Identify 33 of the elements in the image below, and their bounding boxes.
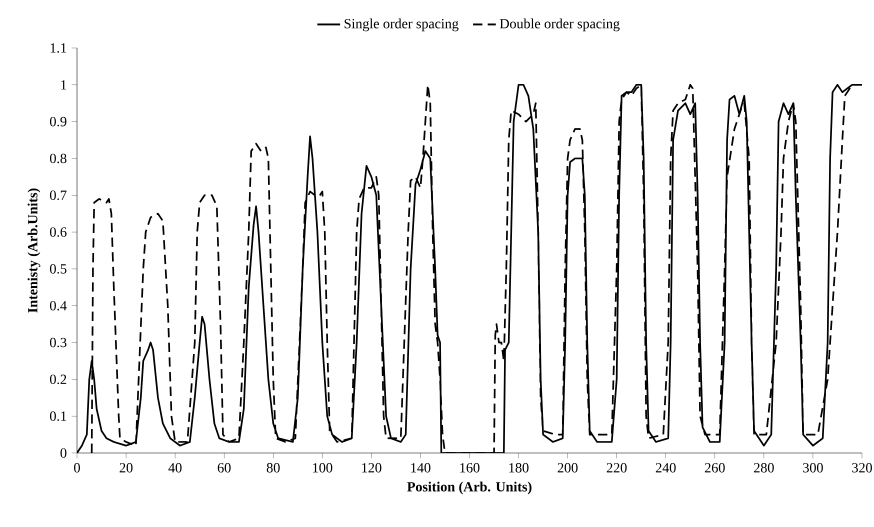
- x-tick-label: 300: [803, 463, 823, 472]
- x-tick-label: 40: [168, 463, 182, 472]
- y-tick-label: 0.2: [50, 374, 66, 384]
- y-tick-label: 1: [61, 80, 66, 90]
- y-tick-label: 0.8: [50, 154, 66, 164]
- y-tick-label: 0.6: [50, 227, 67, 237]
- x-tick-label: 160: [460, 463, 480, 472]
- y-tick-label: 0.4: [50, 300, 67, 310]
- x-tick-label: 20: [120, 463, 133, 472]
- x-tick-label: 140: [411, 463, 430, 472]
- y-axis-title: Intenisty (Arb.Units): [28, 188, 40, 313]
- x-tick-label: 100: [313, 463, 332, 472]
- y-tick-label: 0.1: [50, 411, 66, 421]
- x-tick-label: 0: [74, 463, 80, 472]
- x-tick-label: 200: [558, 463, 578, 472]
- legend-label: Single order spacing: [344, 18, 459, 32]
- y-tick-label: 0.5: [50, 264, 66, 274]
- x-axis-title: Position (Arb. Units): [407, 482, 532, 494]
- y-tick-label: 0.7: [50, 190, 67, 200]
- x-tick-label: 280: [754, 463, 774, 472]
- x-tick-label: 80: [266, 463, 280, 472]
- x-tick-label: 220: [606, 463, 627, 472]
- x-tick-label: 240: [656, 463, 676, 472]
- x-tick-label: 320: [852, 463, 872, 472]
- x-tick-label: 60: [218, 463, 231, 472]
- x-tick-label: 120: [362, 463, 382, 472]
- legend-label: Double order spacing: [500, 18, 620, 32]
- y-tick-label: 0.3: [50, 338, 66, 348]
- x-tick-label: 180: [509, 463, 529, 472]
- y-tick-label: 0: [60, 448, 66, 458]
- x-tick-label: 260: [704, 463, 725, 472]
- y-tick-label: 0.9: [50, 116, 66, 126]
- y-tick-label: 1.1: [50, 43, 66, 53]
